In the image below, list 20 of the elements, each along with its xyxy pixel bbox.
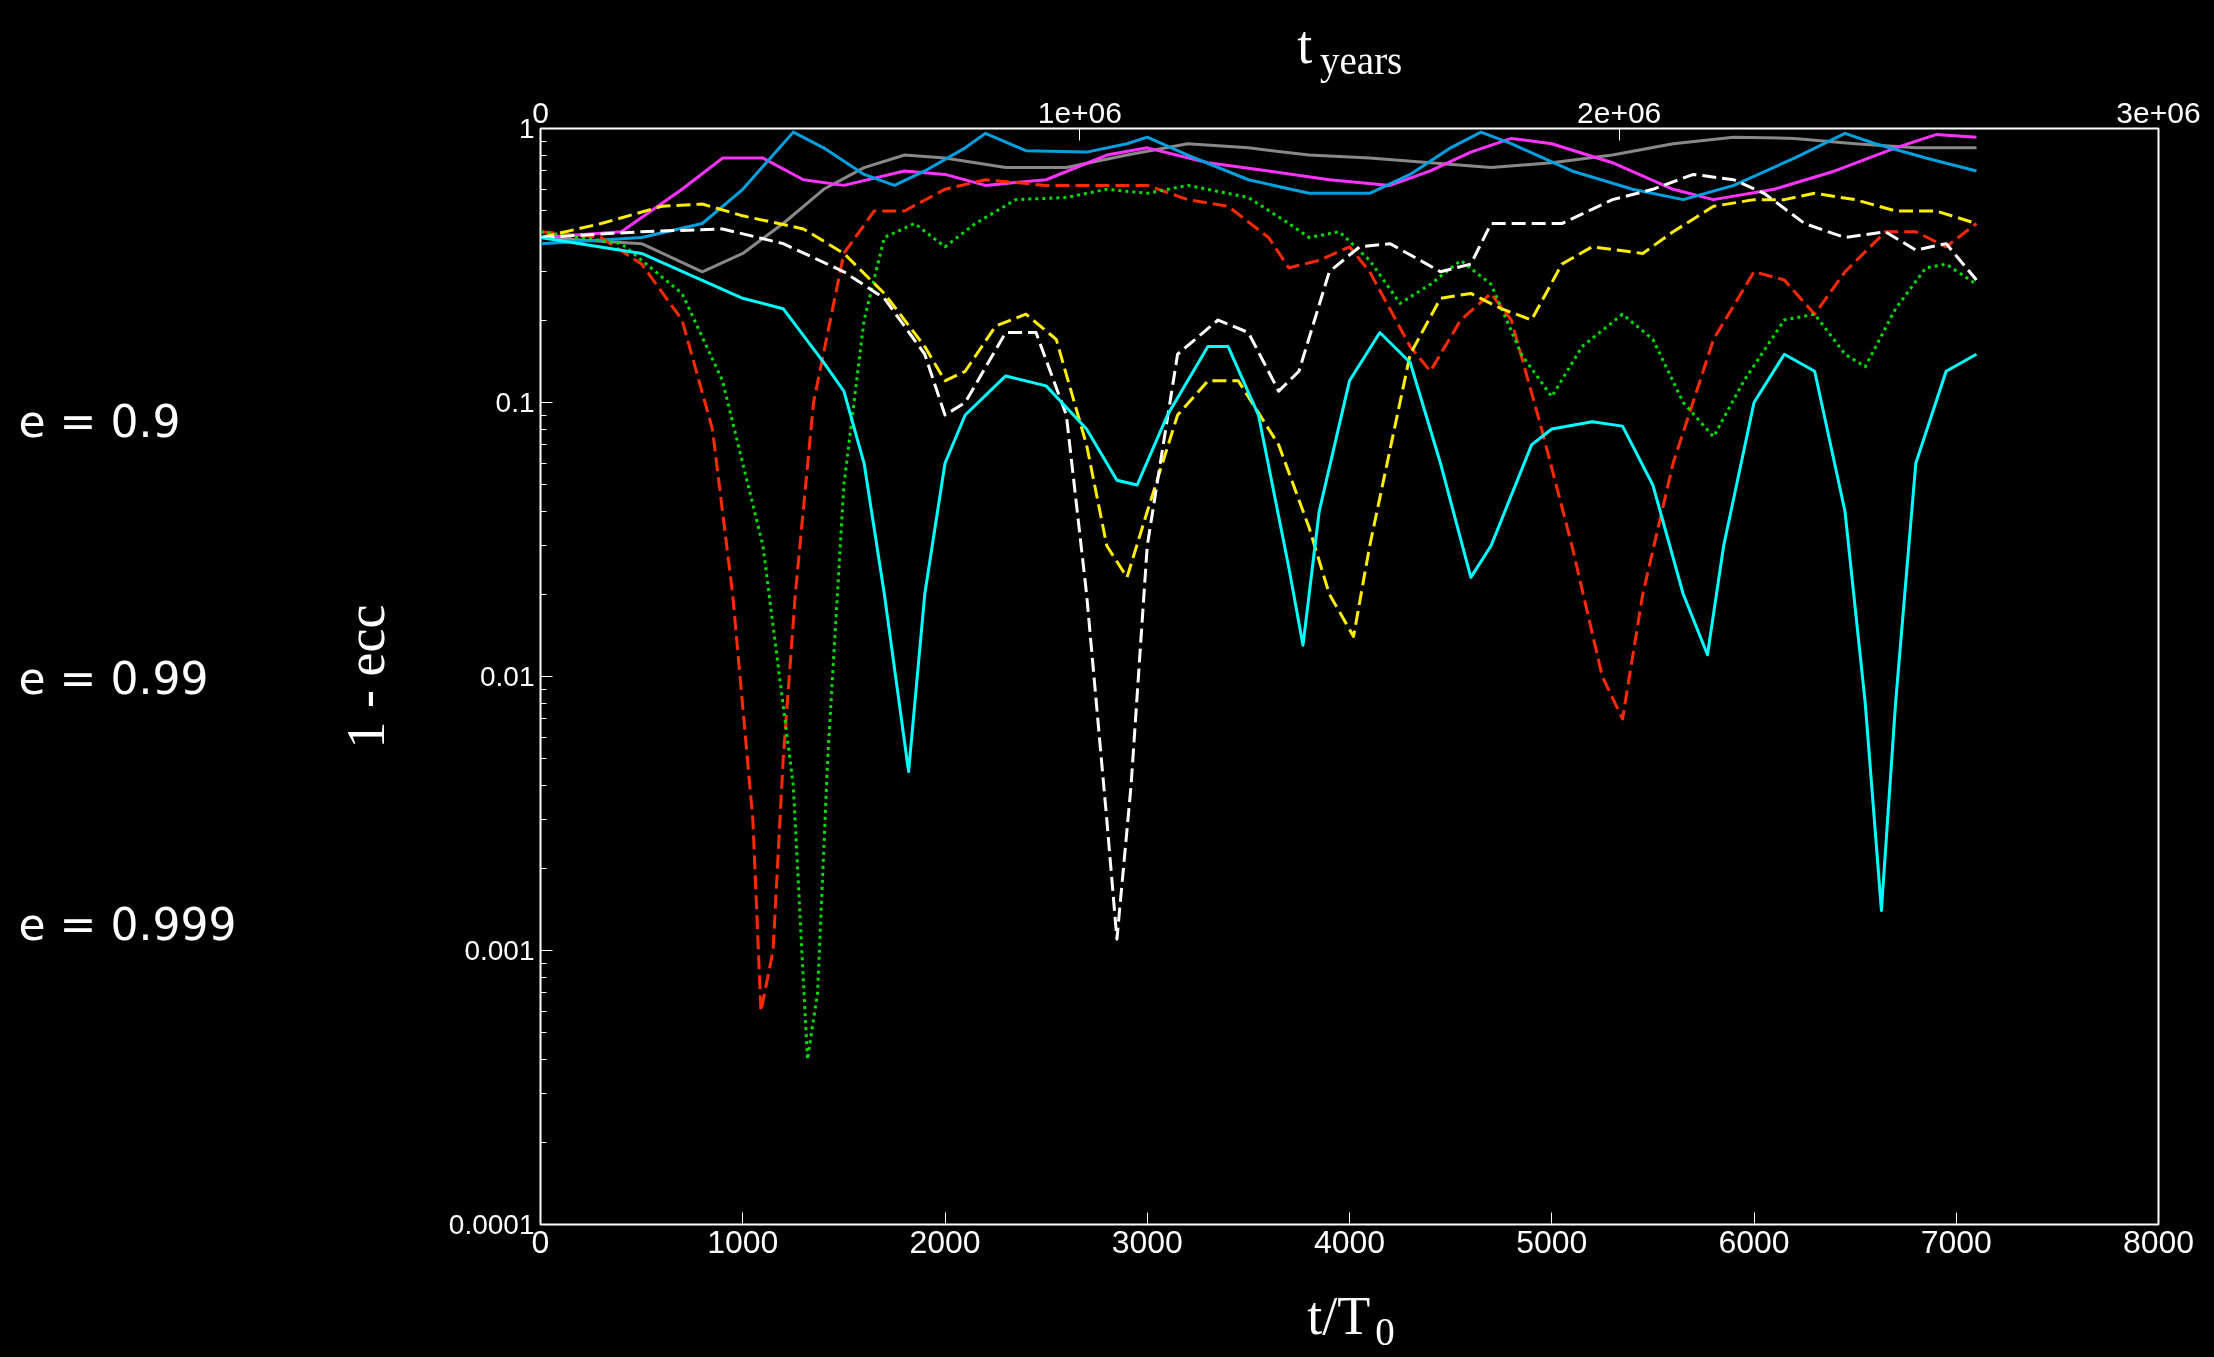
y-tick-label: 0.1 bbox=[495, 387, 535, 418]
x-tick-label: 7000 bbox=[1920, 1223, 1992, 1260]
text: e = 0.999 bbox=[18, 899, 237, 951]
x2-tick-label: 3e+06 bbox=[2116, 95, 2201, 129]
y-axis-title: 1 - ecc bbox=[335, 604, 396, 749]
x-tick-label: 1000 bbox=[707, 1223, 779, 1260]
x2-tick-label: 0 bbox=[532, 95, 549, 129]
x-tick-label: 4000 bbox=[1313, 1223, 1386, 1260]
x-tick-label: 2000 bbox=[909, 1223, 981, 1260]
x2-tick-label: 1e+06 bbox=[1037, 95, 1122, 129]
x2-tick-label: 2e+06 bbox=[1577, 95, 1662, 129]
text: e = 0.9 bbox=[18, 395, 181, 447]
y-tick-label: 0.01 bbox=[480, 661, 535, 692]
text: e = 0.99 bbox=[18, 653, 209, 705]
x-tick-label: 8000 bbox=[2122, 1223, 2195, 1260]
x-tick-label: 6000 bbox=[1718, 1223, 1790, 1260]
x-tick-label: 0 bbox=[531, 1223, 550, 1260]
y-tick-label: 0.001 bbox=[464, 935, 535, 966]
x-tick-label: 5000 bbox=[1516, 1223, 1588, 1260]
x-tick-label: 3000 bbox=[1111, 1223, 1183, 1260]
